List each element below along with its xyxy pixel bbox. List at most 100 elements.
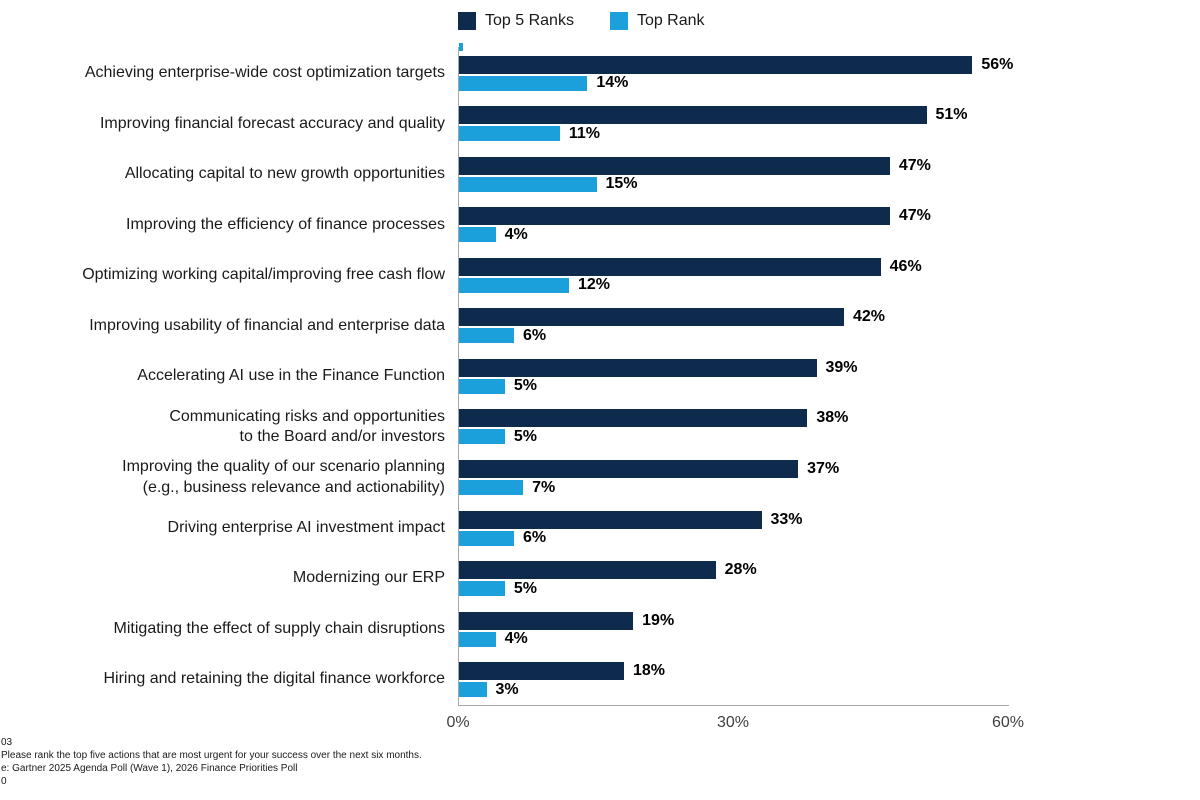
bar-top-rank [459, 378, 505, 394]
value-label: 15% [605, 175, 638, 193]
bar-top-5-ranks [459, 510, 762, 529]
bar-top-5-ranks [459, 662, 624, 681]
x-axis: 0% 30% 60% [446, 714, 1024, 736]
value-label: 47% [898, 207, 931, 225]
bar-group: 37% 7% [459, 460, 840, 496]
bar-line: 14% [459, 74, 1013, 92]
category-label: Communicating risks and opportunities to… [169, 407, 445, 445]
footnote-line: 0 [1, 776, 7, 787]
bar-line: 47% [459, 207, 931, 226]
bar-line: 18% [459, 662, 666, 681]
bar-top-5-ranks [459, 409, 808, 428]
value-label: 56% [981, 55, 1014, 73]
chart-row: Driving enterprise AI investment impact 3… [0, 503, 1200, 554]
value-label: 18% [633, 662, 666, 680]
value-label: 12% [578, 276, 611, 294]
bar-line: 46% [459, 257, 922, 276]
bar-top-rank [459, 480, 524, 496]
bar-top-5-ranks [459, 257, 881, 276]
bar-line: 4% [459, 226, 931, 243]
bar-group: 18% 3% [459, 662, 666, 698]
bar-line: 51% [459, 106, 968, 125]
bar-top-rank [459, 176, 597, 192]
bar-line: 28% [459, 561, 757, 580]
value-label: 3% [495, 680, 519, 698]
bar-group: 19% 4% [459, 611, 674, 648]
bar-top-rank [459, 126, 560, 142]
bar-line: 11% [459, 125, 968, 142]
value-label: 5% [513, 427, 537, 445]
value-label: 14% [596, 74, 629, 92]
bar-top-rank [459, 75, 588, 91]
bar-line: 7% [459, 478, 839, 496]
bar-top-rank [459, 631, 496, 647]
bar-line: 12% [459, 276, 922, 294]
bar-line: 47% [459, 156, 931, 175]
bar-group: 56% 14% [459, 55, 1014, 92]
value-label: 4% [504, 630, 528, 648]
category-label: Accelerating AI use in the Finance Funct… [137, 367, 445, 385]
value-label: 46% [889, 257, 922, 275]
legend-swatch-top-5-ranks [458, 12, 476, 30]
bar-top-5-ranks [459, 358, 817, 377]
value-label: 47% [898, 156, 931, 174]
bar-group: 39% 5% [459, 358, 858, 395]
category-label: Hiring and retaining the digital finance… [103, 670, 445, 688]
chart-row: Optimizing working capital/improving fre… [0, 250, 1200, 301]
category-label: Improving the quality of our scenario pl… [122, 458, 445, 496]
axis-top-tick [459, 43, 463, 51]
value-label: 5% [513, 377, 537, 395]
bar-top-rank [459, 530, 514, 546]
bar-line: 33% [459, 510, 803, 529]
value-label: 28% [724, 561, 757, 579]
value-label: 51% [935, 106, 968, 124]
bar-top-rank [459, 682, 487, 698]
value-label: 38% [816, 409, 849, 427]
bar-line: 56% [459, 55, 1014, 74]
bar-top-rank [459, 328, 514, 344]
bar-group: 46% 12% [459, 257, 922, 294]
chart-row: Improving the efficiency of finance proc… [0, 200, 1200, 251]
bar-line: 37% [459, 460, 840, 479]
bar-line: 5% [459, 427, 848, 445]
bar-top-rank [459, 581, 505, 597]
bar-group: 47% 4% [459, 207, 931, 243]
value-label: 7% [532, 478, 556, 496]
bar-top-5-ranks [459, 55, 973, 74]
value-label: 5% [513, 579, 537, 597]
category-label: Allocating capital to new growth opportu… [124, 165, 445, 183]
bar-line: 39% [459, 358, 858, 377]
chart-row: Improving the quality of our scenario pl… [0, 452, 1200, 503]
legend-swatch-top-rank [609, 12, 628, 30]
bar-top-5-ranks [459, 106, 927, 125]
bar-group: 28% 5% [459, 561, 757, 597]
value-label: 37% [807, 460, 840, 478]
chart-row: Mitigating the effect of supply chain di… [0, 604, 1200, 655]
chart-row: Allocating capital to new growth opportu… [0, 149, 1200, 200]
bar-line: 5% [459, 579, 757, 597]
footnote-line: 03 [1, 737, 13, 748]
bar-line: 5% [459, 377, 858, 395]
x-axis-tick: 60% [991, 714, 1025, 731]
value-label: 42% [853, 308, 886, 326]
bar-top-5-ranks [459, 611, 634, 630]
footnote: 03 Please rank the top five actions that … [1, 736, 422, 788]
category-label: Improving financial forecast accuracy an… [99, 114, 445, 132]
category-label: Modernizing our ERP [292, 569, 445, 587]
chart-row: Accelerating AI use in the Finance Funct… [0, 351, 1200, 402]
chart-row: Modernizing our ERP 28% 5% [0, 553, 1200, 604]
value-label: 6% [523, 326, 547, 344]
bar-top-5-ranks [459, 460, 799, 479]
bar-line: 6% [459, 529, 803, 547]
value-label: 6% [523, 529, 547, 547]
legend-label: Top 5 Ranks [485, 12, 574, 29]
category-label: Mitigating the effect of supply chain di… [113, 619, 445, 637]
category-label: Achieving enterprise-wide cost optimizat… [84, 64, 445, 82]
footnote-line: Please rank the top five actions that ar… [1, 750, 422, 761]
footnote-line: e: Gartner 2025 Agenda Poll (Wave 1), 20… [1, 763, 298, 774]
legend-item-top-rank: Top Rank [609, 12, 705, 30]
bar-group: 51% 11% [459, 106, 968, 142]
x-axis-tick: 0% [446, 714, 470, 731]
bar-line: 19% [459, 611, 674, 630]
